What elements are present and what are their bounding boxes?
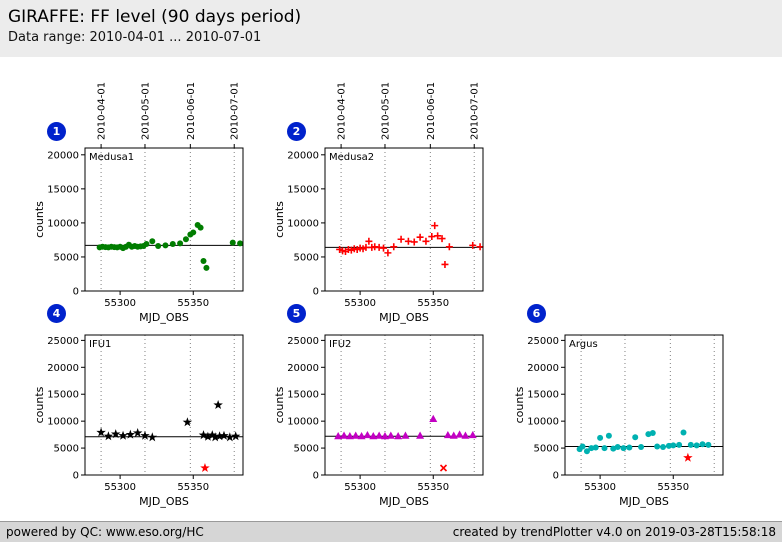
- svg-text:20000: 20000: [527, 363, 559, 374]
- svg-text:10000: 10000: [47, 218, 79, 229]
- svg-text:MJD_OBS: MJD_OBS: [619, 495, 669, 508]
- footer: powered by QC: www.eso.org/HC created by…: [0, 521, 782, 542]
- svg-text:2010-07-01: 2010-07-01: [470, 82, 481, 140]
- svg-text:IFU1: IFU1: [89, 339, 111, 350]
- svg-text:20000: 20000: [287, 150, 319, 161]
- svg-text:55300: 55300: [584, 482, 616, 493]
- svg-text:0: 0: [73, 471, 79, 482]
- chart-badge-4: 4: [47, 304, 66, 323]
- svg-text:0: 0: [553, 471, 559, 482]
- svg-text:2010-06-01: 2010-06-01: [426, 82, 437, 140]
- chart-cell-medusa1: 1 2010-04-01 2010-05-01 2010-06-01 2010-07-…: [30, 80, 260, 338]
- svg-text:55300: 55300: [344, 298, 376, 309]
- svg-text:0: 0: [313, 287, 319, 298]
- date-range: Data range: 2010-04-01 ... 2010-07-01: [8, 30, 262, 45]
- svg-text:0: 0: [313, 471, 319, 482]
- svg-text:15000: 15000: [47, 184, 79, 195]
- svg-text:25000: 25000: [527, 336, 559, 347]
- svg-text:5000: 5000: [294, 444, 319, 455]
- svg-text:10000: 10000: [527, 417, 559, 428]
- svg-text:55350: 55350: [417, 482, 449, 493]
- svg-text:counts: counts: [33, 201, 46, 238]
- svg-text:5000: 5000: [54, 444, 79, 455]
- svg-text:5000: 5000: [534, 444, 559, 455]
- svg-text:2010-05-01: 2010-05-01: [140, 82, 151, 140]
- footer-right-text: created by trendPlotter v4.0 on 2019-03-…: [452, 525, 776, 539]
- svg-text:Medusa2: Medusa2: [329, 152, 374, 163]
- svg-text:2010-04-01: 2010-04-01: [97, 82, 108, 140]
- svg-text:2010-07-01: 2010-07-01: [230, 82, 241, 140]
- svg-text:10000: 10000: [47, 417, 79, 428]
- svg-text:55350: 55350: [177, 482, 209, 493]
- svg-text:0: 0: [73, 287, 79, 298]
- chart-ifu1[interactable]: 55300 55350 0 5000 10000 15000 20000 25000 MJD_O…: [30, 298, 260, 516]
- svg-text:MJD_OBS: MJD_OBS: [379, 311, 429, 324]
- chart-medusa2[interactable]: 2010-04-01 2010-05-01 2010-06-01 2010-07-01…: [270, 80, 500, 338]
- chart-medusa1[interactable]: 2010-04-01 2010-05-01 2010-06-01 2010-07-01…: [30, 80, 260, 338]
- page-title: GIRAFFE: FF level (90 days period): [8, 7, 302, 27]
- svg-text:25000: 25000: [47, 336, 79, 347]
- svg-text:15000: 15000: [287, 390, 319, 401]
- svg-text:MJD_OBS: MJD_OBS: [139, 311, 189, 324]
- svg-text:20000: 20000: [47, 150, 79, 161]
- svg-text:counts: counts: [33, 386, 46, 423]
- header: GIRAFFE: FF level (90 days period) Data …: [0, 0, 782, 57]
- svg-text:MJD_OBS: MJD_OBS: [379, 495, 429, 508]
- chart-cell-ifu1: 4 55300 55350 0 5000 10000 15000 20000 25000 MJD…: [30, 298, 260, 516]
- chart-badge-1: 1: [47, 122, 66, 141]
- chart-ifu2[interactable]: 55300 55350 0 5000 10000 15000 20000 25000 MJD_O…: [270, 298, 500, 516]
- svg-text:IFU2: IFU2: [329, 339, 351, 350]
- svg-text:Medusa1: Medusa1: [89, 152, 134, 163]
- svg-text:5000: 5000: [54, 252, 79, 263]
- svg-text:55350: 55350: [417, 298, 449, 309]
- svg-text:55350: 55350: [657, 482, 689, 493]
- plots-area: 1 2010-04-01 2010-05-01 2010-06-01 2010-07-…: [0, 57, 782, 521]
- svg-text:5000: 5000: [294, 252, 319, 263]
- svg-text:15000: 15000: [287, 184, 319, 195]
- svg-text:55300: 55300: [104, 298, 136, 309]
- svg-text:2010-05-01: 2010-05-01: [380, 82, 391, 140]
- svg-text:2010-04-01: 2010-04-01: [337, 82, 348, 140]
- svg-text:25000: 25000: [287, 336, 319, 347]
- svg-text:counts: counts: [273, 201, 286, 238]
- svg-text:55300: 55300: [344, 482, 376, 493]
- chart-badge-2: 2: [287, 122, 306, 141]
- svg-text:20000: 20000: [287, 363, 319, 374]
- svg-text:55350: 55350: [177, 298, 209, 309]
- svg-text:55300: 55300: [104, 482, 136, 493]
- svg-text:2010-06-01: 2010-06-01: [186, 82, 197, 140]
- chart-badge-5: 5: [287, 304, 306, 323]
- svg-text:counts: counts: [513, 386, 526, 423]
- chart-argus[interactable]: 55300 55350 0 5000 10000 15000 20000 25000 MJD_O…: [510, 298, 740, 516]
- chart-cell-ifu2: 5 55300 55350 0 5000 10000 15000 20000 25000 MJD…: [270, 298, 500, 516]
- svg-text:MJD_OBS: MJD_OBS: [139, 495, 189, 508]
- chart-cell-medusa2: 2 2010-04-01 2010-05-01 2010-06-01 2010-07-…: [270, 80, 500, 338]
- svg-text:counts: counts: [273, 386, 286, 423]
- svg-text:20000: 20000: [47, 363, 79, 374]
- chart-badge-6: 6: [527, 304, 546, 323]
- footer-left-text: powered by QC: www.eso.org/HC: [6, 525, 204, 539]
- svg-text:15000: 15000: [527, 390, 559, 401]
- svg-text:15000: 15000: [47, 390, 79, 401]
- svg-text:10000: 10000: [287, 417, 319, 428]
- svg-text:10000: 10000: [287, 218, 319, 229]
- svg-text:Argus: Argus: [569, 339, 598, 350]
- chart-cell-argus: 6 55300 55350 0 5000 10000 15000 20000 25000 MJD…: [510, 298, 740, 516]
